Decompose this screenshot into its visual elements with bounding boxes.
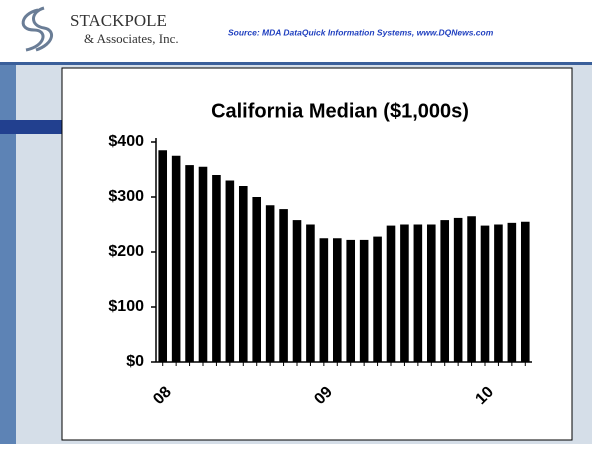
bar bbox=[292, 220, 302, 362]
bar bbox=[494, 224, 503, 362]
y-tick-label: $200 bbox=[108, 243, 144, 260]
bar bbox=[158, 150, 168, 362]
logo-sub: & Associates, Inc. bbox=[84, 31, 179, 46]
bar bbox=[252, 197, 262, 362]
logo-name: STACKPOLE bbox=[70, 11, 167, 30]
source-note: Source: MDA DataQuick Information System… bbox=[228, 27, 494, 37]
bar bbox=[400, 224, 409, 362]
bar bbox=[279, 209, 288, 362]
bar bbox=[426, 224, 436, 362]
bar bbox=[359, 239, 369, 362]
bar bbox=[520, 221, 530, 362]
bar bbox=[306, 224, 315, 362]
bar bbox=[480, 225, 490, 362]
bar bbox=[346, 239, 356, 362]
bar bbox=[238, 186, 248, 362]
bar bbox=[467, 216, 476, 362]
bar bbox=[440, 220, 450, 362]
bar bbox=[225, 180, 235, 362]
y-tick-label: $0 bbox=[126, 353, 144, 370]
bar bbox=[265, 205, 275, 362]
bar bbox=[171, 155, 181, 362]
y-tick-label: $100 bbox=[108, 298, 144, 315]
y-tick-label: $300 bbox=[108, 188, 144, 205]
logo-mark bbox=[21, 6, 53, 52]
y-tick-label: $400 bbox=[108, 133, 144, 150]
bar bbox=[332, 238, 342, 362]
left-strip bbox=[0, 65, 16, 444]
bar bbox=[386, 225, 396, 362]
bar bbox=[198, 166, 208, 362]
bar bbox=[507, 222, 517, 362]
chart-title: California Median ($1,000s) bbox=[211, 100, 469, 122]
header-rule bbox=[0, 62, 592, 65]
bar bbox=[319, 238, 329, 362]
bar bbox=[185, 165, 194, 362]
bar bbox=[212, 175, 221, 362]
header-band bbox=[0, 0, 592, 62]
bar bbox=[453, 217, 463, 362]
bar bbox=[373, 236, 382, 362]
accent-bar bbox=[0, 120, 62, 134]
bar bbox=[413, 224, 423, 362]
